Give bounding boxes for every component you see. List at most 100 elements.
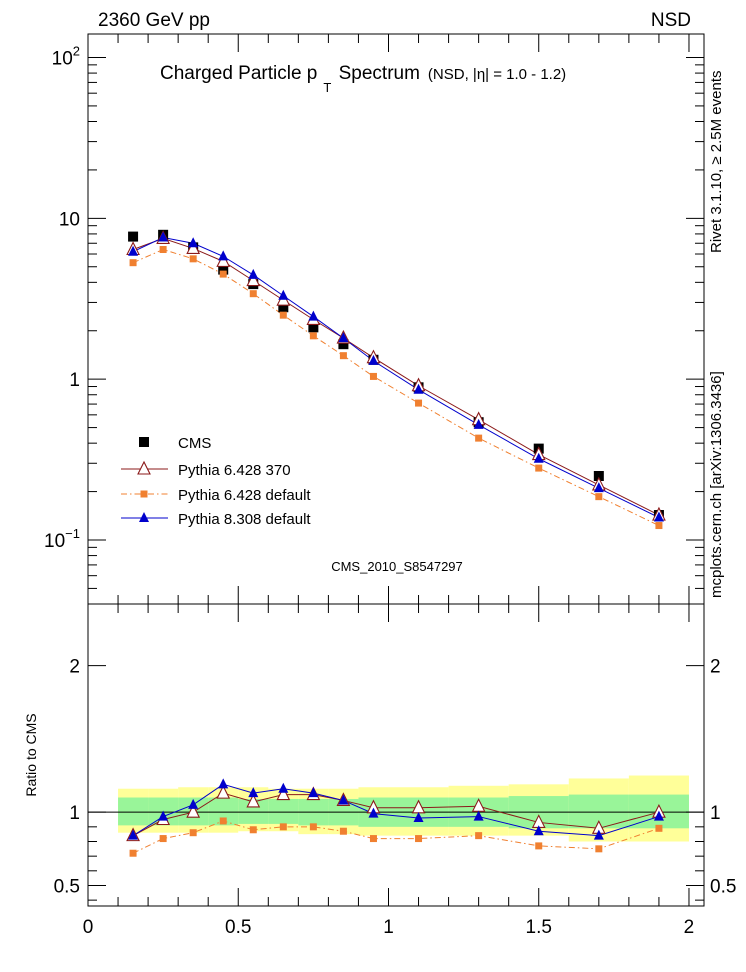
main-point-p6_def [475, 434, 483, 442]
main-point-p6_def [249, 290, 257, 298]
main-y-tick-label-exp: 2 [73, 44, 80, 59]
main-point-p8_def [278, 289, 289, 300]
ratio-point-p8_def [218, 778, 229, 789]
x-tick-label: 0 [83, 917, 94, 938]
main-point-cms [593, 470, 604, 481]
main-point-p6_def [339, 352, 347, 360]
ratio-point-p8_def [308, 787, 319, 798]
legend-label-p6_def: Pythia 6.428 default [178, 487, 311, 504]
chart-title-extra: (NSD, |η| = 1.0 - 1.2) [428, 66, 566, 83]
main-point-p8_def [248, 268, 259, 279]
main-point-p8_def [653, 511, 664, 522]
ratio-point-p6_370 [276, 786, 291, 801]
rivet-version-label: Rivet 3.1.10, ≥ 2.5M events [708, 71, 725, 254]
ratio-y-tick-label-right: 0.5 [710, 876, 736, 897]
ratio-point-p6_def [309, 823, 317, 831]
ratio-y-tick-label-right: 1 [710, 803, 721, 824]
main-point-p6_def [189, 255, 197, 263]
ratio-band-inner [268, 798, 299, 824]
chart-title: Charged Particle p T Spectrum (NSD, |η| = … [160, 63, 566, 95]
ratio-panel-frame [87, 603, 705, 907]
main-point-p8_def [338, 332, 349, 343]
ratio-point-p6_def [249, 826, 257, 834]
ratio-point-p8_def [248, 787, 259, 798]
main-point-p6_370 [186, 240, 201, 254]
main-line-p8_def [132, 236, 660, 518]
main-point-p6_def [309, 332, 317, 340]
chart-title-main2: Spectrum [333, 63, 420, 84]
legend: CMS Pythia 6.428 370 Pythia 6.428 default P… [121, 435, 311, 528]
ratio-point-p8_def [653, 810, 664, 821]
ratio-point-p6_def [219, 817, 227, 825]
ratio-point-p6_370 [186, 803, 201, 818]
main-y-tick-label: 10−1 [44, 526, 80, 552]
main-point-cms [308, 322, 319, 333]
chart-title-main: Charged Particle p [160, 63, 317, 84]
main-point-cms [278, 302, 289, 313]
legend-marker-p8_def [139, 512, 149, 522]
main-point-p8_def [473, 418, 484, 429]
ratio-line-p8_def [132, 783, 660, 837]
main-point-p8_def [128, 245, 139, 256]
main-point-cms [128, 231, 139, 242]
ratio-panel: 0.5 0.51 12 20 0.5 1 1.5 2 [54, 603, 736, 938]
ratio-point-p6_def [475, 832, 483, 840]
ratio-point-p6_370 [216, 784, 231, 799]
x-tick-label: 1 [383, 917, 394, 938]
main-y-tick-label-base: 10 [44, 531, 65, 552]
main-point-p8_def [308, 310, 319, 321]
ratio-line-p6_def [132, 820, 660, 854]
ratio-point-p8_def [368, 807, 379, 818]
legend-label-cms: CMS [178, 435, 211, 452]
ratio-point-p6_def [129, 849, 137, 857]
main-y-tick-label-base: 10 [59, 209, 80, 230]
ratio-point-p6_def [595, 845, 603, 853]
ratio-ylabel: Ratio to CMS [23, 713, 39, 796]
ratio-point-p6_def [535, 842, 543, 850]
main-y-tick-label: 102 [52, 44, 80, 70]
ratio-point-p8_def [413, 812, 424, 823]
main-point-p6_370 [246, 272, 261, 287]
main-y-tick-label-base: 10 [52, 49, 73, 70]
main-point-p8_def [533, 452, 544, 463]
x-tick-label: 0.5 [225, 917, 251, 938]
ratio-point-p6_def [279, 823, 287, 831]
legend-marker-p6_def [140, 490, 148, 498]
main-point-p6_def [159, 246, 167, 254]
ratio-point-p8_def [473, 810, 484, 821]
ratio-band-inner [118, 797, 149, 826]
legend-label-p6_370: Pythia 6.428 370 [178, 462, 291, 479]
analysis-id-label: CMS_2010_S8547297 [331, 559, 463, 574]
ratio-point-p8_def [188, 798, 199, 809]
main-y-tick-label: 1 [69, 370, 80, 391]
ratio-point-p6_def [189, 829, 197, 837]
ratio-point-p6_def [655, 824, 663, 832]
main-point-p6_def [369, 372, 377, 380]
ratio-point-p6_370 [246, 793, 261, 808]
ratio-point-p6_def [339, 827, 347, 835]
ratio-point-p6_def [369, 835, 377, 843]
ratio-y-tick-label-right: 2 [710, 657, 721, 678]
main-point-p6_def [129, 259, 137, 267]
ratio-point-p8_def [278, 782, 289, 793]
main-point-p8_def [218, 250, 229, 261]
main-point-p6_def [415, 399, 423, 407]
ratio-point-p6_def [415, 835, 423, 843]
main-y-tick-label-base: 1 [69, 370, 80, 391]
chart-title-sub: T [323, 80, 331, 95]
ratio-y-tick-label-left: 0.5 [54, 876, 80, 897]
ratio-point-p8_def [338, 794, 349, 805]
main-point-p8_def [188, 237, 199, 248]
legend-label-p8_def: Pythia 8.308 default [178, 511, 311, 528]
x-tick-label: 2 [684, 917, 695, 938]
x-tick-label: 1.5 [526, 917, 552, 938]
main-point-cms [338, 339, 349, 350]
legend-marker-cms [139, 437, 149, 447]
main-y-tick-label: 10 [59, 209, 80, 230]
main-point-p6_def [595, 493, 603, 501]
header-right-label: NSD [651, 10, 691, 31]
main-point-p6_def [279, 311, 287, 319]
ratio-point-p8_def [593, 829, 604, 840]
